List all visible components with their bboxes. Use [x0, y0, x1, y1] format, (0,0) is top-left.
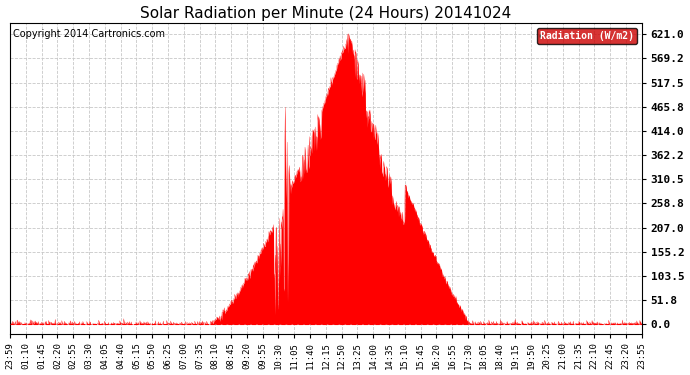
- Text: Copyright 2014 Cartronics.com: Copyright 2014 Cartronics.com: [13, 29, 165, 39]
- Title: Solar Radiation per Minute (24 Hours) 20141024: Solar Radiation per Minute (24 Hours) 20…: [140, 6, 511, 21]
- Legend: Radiation (W/m2): Radiation (W/m2): [537, 28, 637, 44]
